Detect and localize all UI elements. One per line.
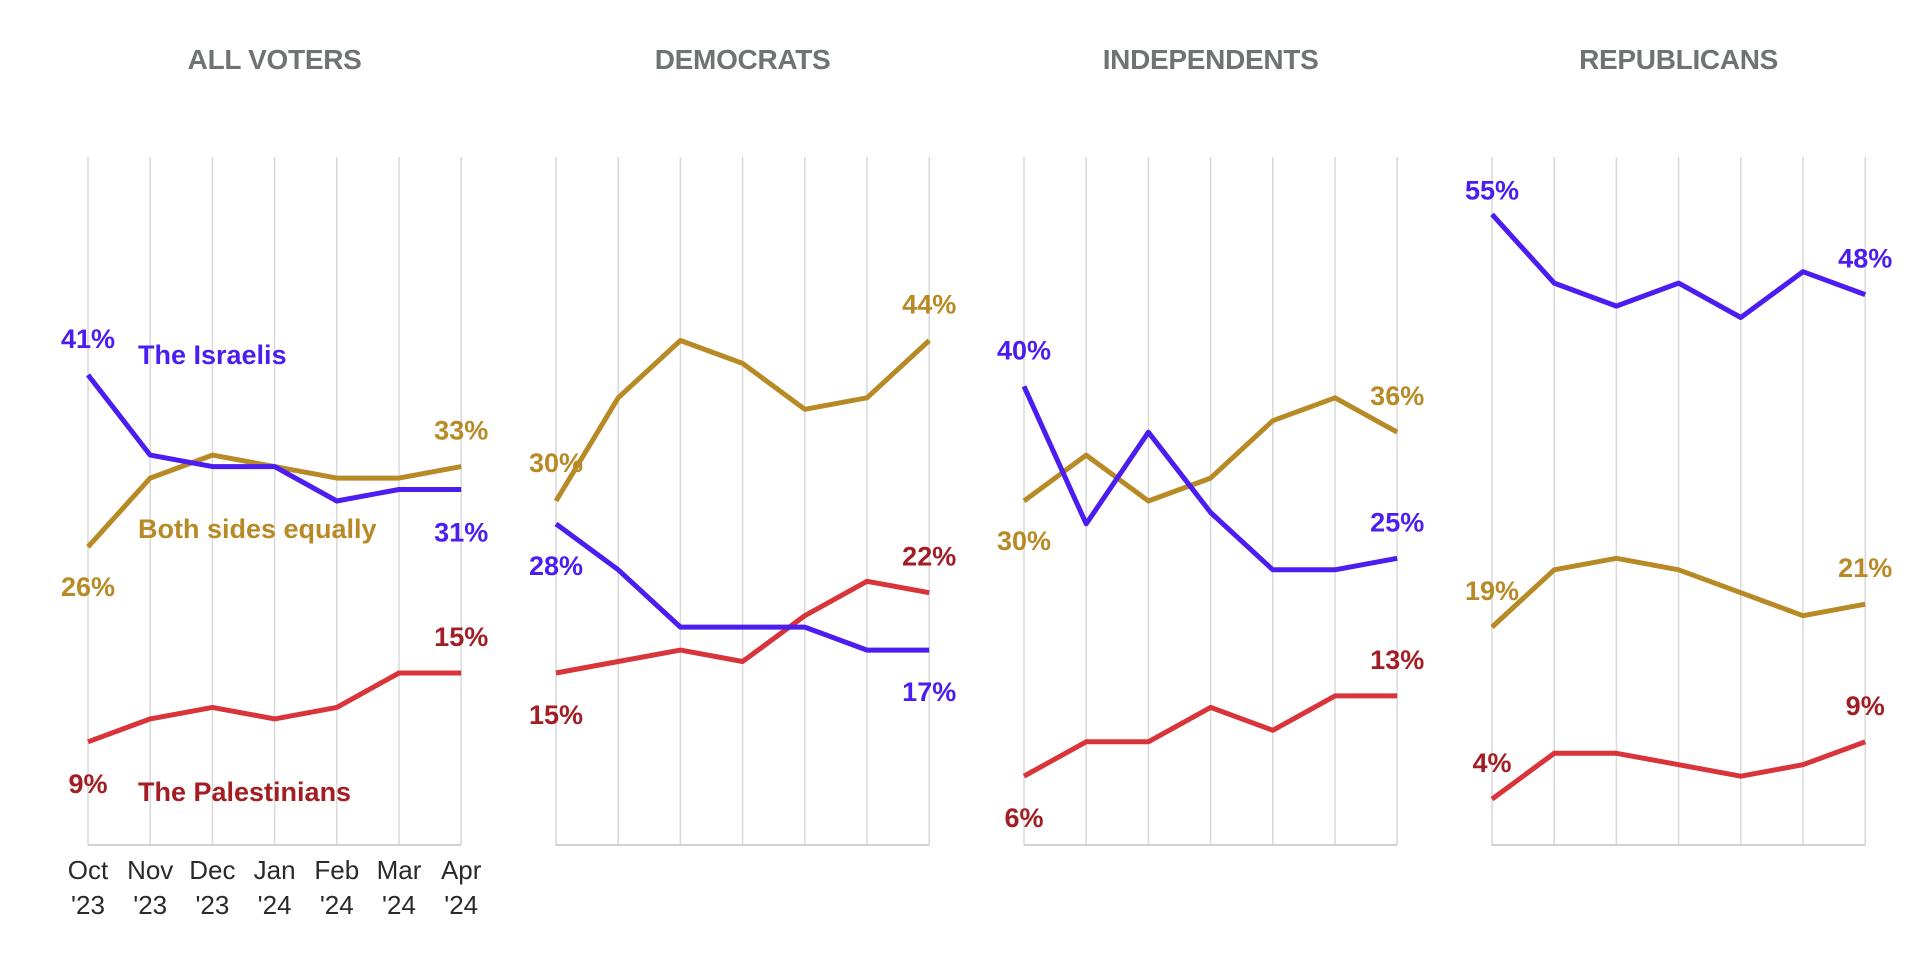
value-label-end-palestinians: 9% [1846, 691, 1885, 721]
panel-republicans: REPUBLICANS 55% 48% 19% 21% 4% 9% [1465, 44, 1892, 846]
value-label-end-both: 21% [1838, 553, 1892, 583]
series-line-palestinians [1490, 739, 1867, 802]
series-name-palestinians: The Palestinians [138, 777, 351, 807]
value-label-start-palestinians: 6% [1004, 803, 1043, 833]
value-label-end-both: 36% [1370, 381, 1424, 411]
value-label-end-israelis: 17% [902, 677, 956, 707]
value-label-start-both: 26% [61, 572, 115, 602]
x-tick-label: Apr '24 [441, 855, 482, 920]
x-tick-label: Oct '23 [68, 855, 109, 920]
value-label-start-israelis: 28% [529, 551, 583, 581]
x-tick-label: Feb '24 [314, 855, 359, 920]
value-label-end-israelis: 25% [1370, 507, 1424, 537]
value-label-end-israelis: 31% [434, 518, 488, 548]
x-tick-label: Dec '23 [189, 855, 235, 920]
value-label-start-both: 19% [1465, 576, 1519, 606]
value-label-start-israelis: 55% [1465, 175, 1519, 205]
series-line-both [1022, 395, 1399, 504]
series-line-israelis [554, 521, 930, 653]
x-tick-label: Mar '24 [377, 855, 422, 920]
value-label-end-palestinians: 13% [1370, 645, 1424, 675]
value-label-start-israelis: 40% [997, 335, 1051, 365]
series-name-israelis: The Israelis [138, 340, 287, 370]
panel-independents: INDEPENDENTS 40% 25% 30% 36% 6% 13% [997, 44, 1424, 846]
panel-title: DEMOCRATS [655, 44, 831, 75]
series-line-both [1490, 555, 1866, 629]
value-label-end-both: 44% [902, 289, 956, 319]
value-label-start-both: 30% [997, 526, 1051, 556]
panel-title: INDEPENDENTS [1103, 44, 1319, 75]
series-name-both: Both sides equally [138, 514, 377, 544]
value-label-end-israelis: 48% [1838, 244, 1892, 274]
series-line-israelis [1490, 212, 1867, 320]
value-label-start-both: 30% [529, 448, 583, 478]
value-label-start-israelis: 41% [61, 324, 115, 354]
series-line-both [553, 338, 931, 503]
panel-title: REPUBLICANS [1579, 44, 1778, 75]
series-line-israelis [1021, 385, 1398, 573]
panel-democrats: DEMOCRATS 28% 17% 30% 44% 15% 22% [529, 44, 956, 846]
value-label-start-palestinians: 15% [529, 700, 583, 730]
series-line-israelis [86, 373, 462, 504]
value-label-end-both: 33% [434, 416, 488, 446]
value-label-end-palestinians: 15% [434, 622, 488, 652]
series-line-palestinians [555, 578, 930, 676]
value-label-start-palestinians: 9% [68, 769, 107, 799]
value-label-end-palestinians: 22% [902, 542, 956, 572]
series-line-palestinians [1022, 693, 1398, 779]
series-line-palestinians [87, 670, 462, 745]
panel-title: ALL VOTERS [188, 44, 362, 75]
value-label-start-palestinians: 4% [1472, 748, 1511, 778]
x-tick-label: Nov '23 [127, 855, 173, 920]
panel-all-voters: ALL VOTERS Oct '23 Nov '23 Dec '23 Jan '24 Feb '24… [61, 44, 488, 920]
x-tick-label: Jan '24 [254, 855, 296, 920]
